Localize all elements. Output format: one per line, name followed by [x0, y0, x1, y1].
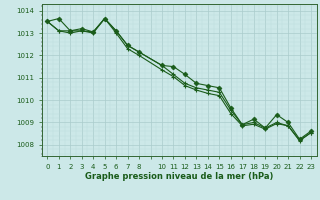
- X-axis label: Graphe pression niveau de la mer (hPa): Graphe pression niveau de la mer (hPa): [85, 172, 273, 181]
